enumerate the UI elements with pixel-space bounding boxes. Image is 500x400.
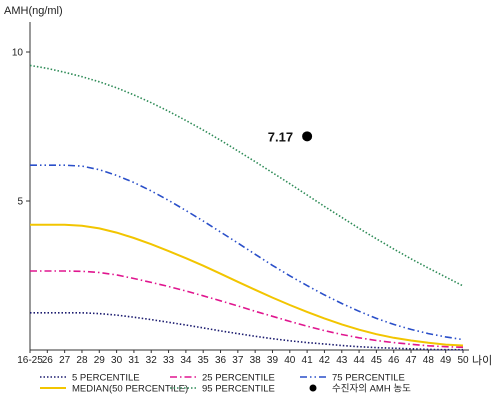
- legend-label: 5 PERCENTILE: [72, 373, 140, 384]
- series-line-3: [30, 164, 464, 341]
- legend-item: 95 PERCENTILE: [170, 384, 275, 395]
- x-tick-label: 48: [423, 355, 435, 366]
- legend-item: MEDIAN(50 PERCENTILE): [40, 384, 188, 395]
- x-tick-label: 27: [59, 355, 71, 366]
- legend-item: 25 PERCENTILE: [170, 373, 275, 384]
- x-tick-label: 32: [146, 355, 158, 366]
- series-layer: [29, 64, 464, 351]
- x-tick-label: 50: [457, 355, 469, 366]
- series-line-1: [30, 270, 464, 349]
- x-tick-label: 26: [42, 355, 54, 366]
- x-tick-label: 30: [111, 355, 123, 366]
- x-tick-label: 44: [354, 355, 366, 366]
- legend-label: MEDIAN(50 PERCENTILE): [72, 384, 188, 395]
- y-tick-label: 10: [12, 48, 24, 59]
- y-tick-label: 5: [17, 197, 23, 208]
- x-tick-label: 31: [128, 355, 140, 366]
- x-tick-label: 37: [232, 355, 244, 366]
- x-tick-label: 28: [76, 355, 88, 366]
- y-axis-title: AMH(ng/ml): [4, 5, 63, 17]
- series-line-0: [30, 311, 463, 351]
- x-tick-label: 38: [250, 355, 262, 366]
- x-tick-label: 36: [215, 355, 227, 366]
- x-tick-label: 46: [388, 355, 400, 366]
- x-tick-label: 16-25: [17, 355, 43, 366]
- series-line-2: [30, 223, 464, 347]
- legend-item: 75 PERCENTILE: [300, 373, 405, 384]
- x-tick-label: 40: [284, 355, 296, 366]
- x-tick-label: 42: [319, 355, 331, 366]
- legend-item: 수진자의 AMH 농도: [309, 384, 411, 395]
- x-tick-label: 39: [267, 355, 279, 366]
- x-tick-label: 34: [180, 355, 192, 366]
- legend-label: 수진자의 AMH 농도: [332, 384, 411, 395]
- x-tick-label: 41: [302, 355, 314, 366]
- x-tick-label: 29: [94, 355, 106, 366]
- annotation-layer: 7.17: [268, 129, 313, 144]
- x-tick-label: 49: [440, 355, 452, 366]
- legend-label: 25 PERCENTILE: [202, 373, 275, 384]
- legend-label: 95 PERCENTILE: [202, 384, 275, 395]
- series-line-4: [29, 64, 464, 287]
- legend: 5 PERCENTILE 25 PERCENTILE 75 PERCENTILE ME…: [40, 373, 411, 395]
- x-axis-title: 나이: [472, 354, 492, 367]
- x-tick-label: 33: [163, 355, 175, 366]
- legend-item: 5 PERCENTILE: [40, 373, 140, 384]
- x-tick-label: 43: [336, 355, 348, 366]
- patient-amh-point: [302, 131, 313, 142]
- x-tick-label: 35: [198, 355, 210, 366]
- legend-swatch: [309, 384, 317, 392]
- legend-label: 75 PERCENTILE: [332, 373, 405, 384]
- x-tick-label: 47: [405, 355, 417, 366]
- x-tick-label: 45: [371, 355, 383, 366]
- patient-amh-label: 7.17: [268, 129, 293, 144]
